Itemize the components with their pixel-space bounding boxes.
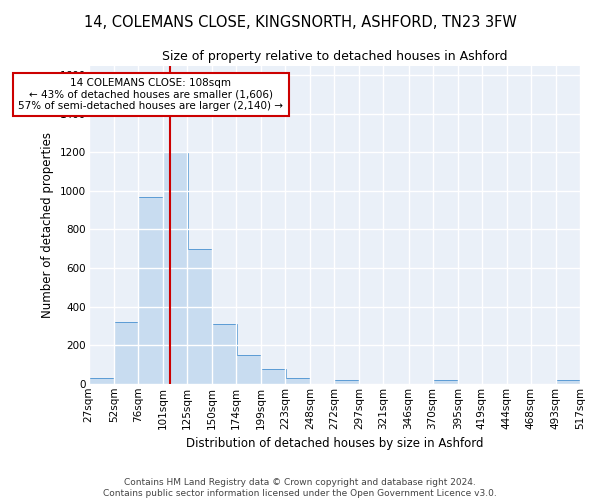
Bar	[89, 378, 114, 384]
Bar	[433, 380, 458, 384]
Bar	[261, 370, 286, 384]
Bar	[187, 249, 212, 384]
X-axis label: Distribution of detached houses by size in Ashford: Distribution of detached houses by size …	[185, 437, 483, 450]
Bar	[163, 152, 188, 384]
Bar	[556, 380, 581, 384]
Bar	[114, 322, 139, 384]
Bar	[236, 355, 261, 384]
Bar	[138, 196, 163, 384]
Bar	[334, 380, 359, 384]
Y-axis label: Number of detached properties: Number of detached properties	[41, 132, 54, 318]
Bar	[285, 378, 310, 384]
Text: 14 COLEMANS CLOSE: 108sqm
← 43% of detached houses are smaller (1,606)
57% of se: 14 COLEMANS CLOSE: 108sqm ← 43% of detac…	[19, 78, 283, 112]
Text: Contains HM Land Registry data © Crown copyright and database right 2024.
Contai: Contains HM Land Registry data © Crown c…	[103, 478, 497, 498]
Title: Size of property relative to detached houses in Ashford: Size of property relative to detached ho…	[161, 50, 507, 63]
Bar	[212, 324, 237, 384]
Text: 14, COLEMANS CLOSE, KINGSNORTH, ASHFORD, TN23 3FW: 14, COLEMANS CLOSE, KINGSNORTH, ASHFORD,…	[83, 15, 517, 30]
